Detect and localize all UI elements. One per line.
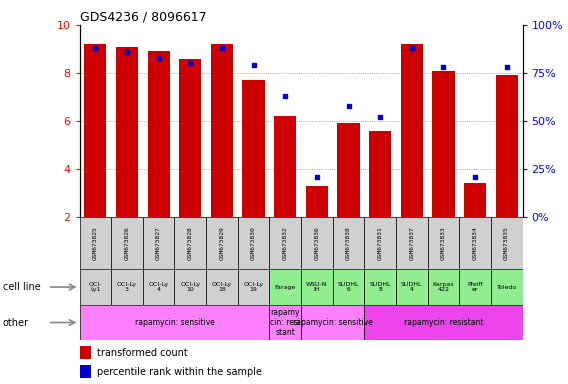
FancyBboxPatch shape bbox=[364, 305, 523, 340]
FancyBboxPatch shape bbox=[111, 269, 143, 305]
FancyBboxPatch shape bbox=[491, 217, 523, 269]
Bar bbox=[80, 365, 91, 378]
Bar bbox=[496, 75, 518, 217]
Text: GSM673834: GSM673834 bbox=[473, 226, 478, 260]
Text: OCI-Ly
4: OCI-Ly 4 bbox=[149, 281, 169, 293]
Text: GSM673826: GSM673826 bbox=[124, 226, 130, 260]
FancyBboxPatch shape bbox=[174, 217, 206, 269]
Text: GSM673837: GSM673837 bbox=[410, 226, 414, 260]
FancyBboxPatch shape bbox=[428, 269, 460, 305]
Bar bbox=[148, 51, 170, 217]
FancyBboxPatch shape bbox=[428, 217, 460, 269]
FancyBboxPatch shape bbox=[174, 269, 206, 305]
FancyBboxPatch shape bbox=[460, 217, 491, 269]
Text: OCI-Ly
3: OCI-Ly 3 bbox=[117, 281, 137, 293]
Text: Farage: Farage bbox=[274, 285, 296, 290]
Bar bbox=[274, 116, 296, 217]
FancyBboxPatch shape bbox=[143, 269, 174, 305]
Bar bbox=[401, 44, 423, 217]
FancyBboxPatch shape bbox=[269, 269, 301, 305]
Text: rapamy
cin: resi
stant: rapamy cin: resi stant bbox=[270, 308, 300, 338]
Text: GSM673827: GSM673827 bbox=[156, 226, 161, 260]
Bar bbox=[80, 346, 91, 359]
FancyBboxPatch shape bbox=[364, 269, 396, 305]
FancyBboxPatch shape bbox=[80, 305, 269, 340]
Text: GSM673828: GSM673828 bbox=[188, 226, 193, 260]
FancyBboxPatch shape bbox=[301, 217, 333, 269]
Text: transformed count: transformed count bbox=[97, 348, 188, 358]
FancyBboxPatch shape bbox=[491, 269, 523, 305]
Bar bbox=[337, 123, 360, 217]
FancyBboxPatch shape bbox=[364, 217, 396, 269]
FancyBboxPatch shape bbox=[111, 217, 143, 269]
Bar bbox=[306, 186, 328, 217]
Bar bbox=[243, 80, 265, 217]
FancyBboxPatch shape bbox=[206, 269, 238, 305]
Text: GSM673836: GSM673836 bbox=[314, 226, 319, 260]
FancyBboxPatch shape bbox=[269, 305, 301, 340]
FancyBboxPatch shape bbox=[333, 217, 364, 269]
Bar bbox=[179, 59, 201, 217]
FancyBboxPatch shape bbox=[80, 217, 111, 269]
Text: OCI-
Ly1: OCI- Ly1 bbox=[89, 281, 102, 293]
Bar bbox=[369, 131, 391, 217]
Bar bbox=[432, 71, 454, 217]
Text: cell line: cell line bbox=[3, 282, 40, 292]
FancyBboxPatch shape bbox=[396, 217, 428, 269]
Text: SUDHL
6: SUDHL 6 bbox=[338, 281, 359, 293]
FancyBboxPatch shape bbox=[238, 217, 269, 269]
Text: rapamycin: sensitive: rapamycin: sensitive bbox=[293, 318, 373, 327]
Text: OCI-Ly
10: OCI-Ly 10 bbox=[180, 281, 201, 293]
Text: GSM673838: GSM673838 bbox=[346, 226, 351, 260]
Bar bbox=[116, 46, 138, 217]
Text: WSU-N
IH: WSU-N IH bbox=[306, 281, 328, 293]
FancyBboxPatch shape bbox=[301, 305, 364, 340]
Text: Toledo: Toledo bbox=[496, 285, 517, 290]
Text: SUDHL
8: SUDHL 8 bbox=[369, 281, 391, 293]
Bar bbox=[84, 44, 106, 217]
Text: rapamycin: resistant: rapamycin: resistant bbox=[404, 318, 483, 327]
FancyBboxPatch shape bbox=[80, 269, 111, 305]
Text: GDS4236 / 8096617: GDS4236 / 8096617 bbox=[80, 11, 206, 24]
FancyBboxPatch shape bbox=[460, 269, 491, 305]
FancyBboxPatch shape bbox=[238, 269, 269, 305]
FancyBboxPatch shape bbox=[396, 269, 428, 305]
Text: GSM673831: GSM673831 bbox=[378, 226, 383, 260]
Text: GSM673829: GSM673829 bbox=[219, 226, 224, 260]
Text: GSM673835: GSM673835 bbox=[504, 226, 509, 260]
Text: GSM673832: GSM673832 bbox=[283, 226, 288, 260]
Text: percentile rank within the sample: percentile rank within the sample bbox=[97, 367, 262, 377]
Text: GSM673830: GSM673830 bbox=[251, 226, 256, 260]
Text: Pfeiff
er: Pfeiff er bbox=[467, 281, 483, 293]
Bar bbox=[464, 184, 486, 217]
Text: rapamycin: sensitive: rapamycin: sensitive bbox=[135, 318, 214, 327]
FancyBboxPatch shape bbox=[206, 217, 238, 269]
Text: other: other bbox=[3, 318, 29, 328]
Text: GSM673833: GSM673833 bbox=[441, 226, 446, 260]
FancyBboxPatch shape bbox=[333, 269, 364, 305]
Text: OCI-Ly
18: OCI-Ly 18 bbox=[212, 281, 232, 293]
Text: Karpas
422: Karpas 422 bbox=[433, 281, 454, 293]
Bar bbox=[211, 44, 233, 217]
FancyBboxPatch shape bbox=[301, 269, 333, 305]
FancyBboxPatch shape bbox=[269, 217, 301, 269]
Text: OCI-Ly
19: OCI-Ly 19 bbox=[244, 281, 264, 293]
FancyBboxPatch shape bbox=[143, 217, 174, 269]
Text: GSM673825: GSM673825 bbox=[93, 226, 98, 260]
Text: SUDHL
4: SUDHL 4 bbox=[401, 281, 423, 293]
